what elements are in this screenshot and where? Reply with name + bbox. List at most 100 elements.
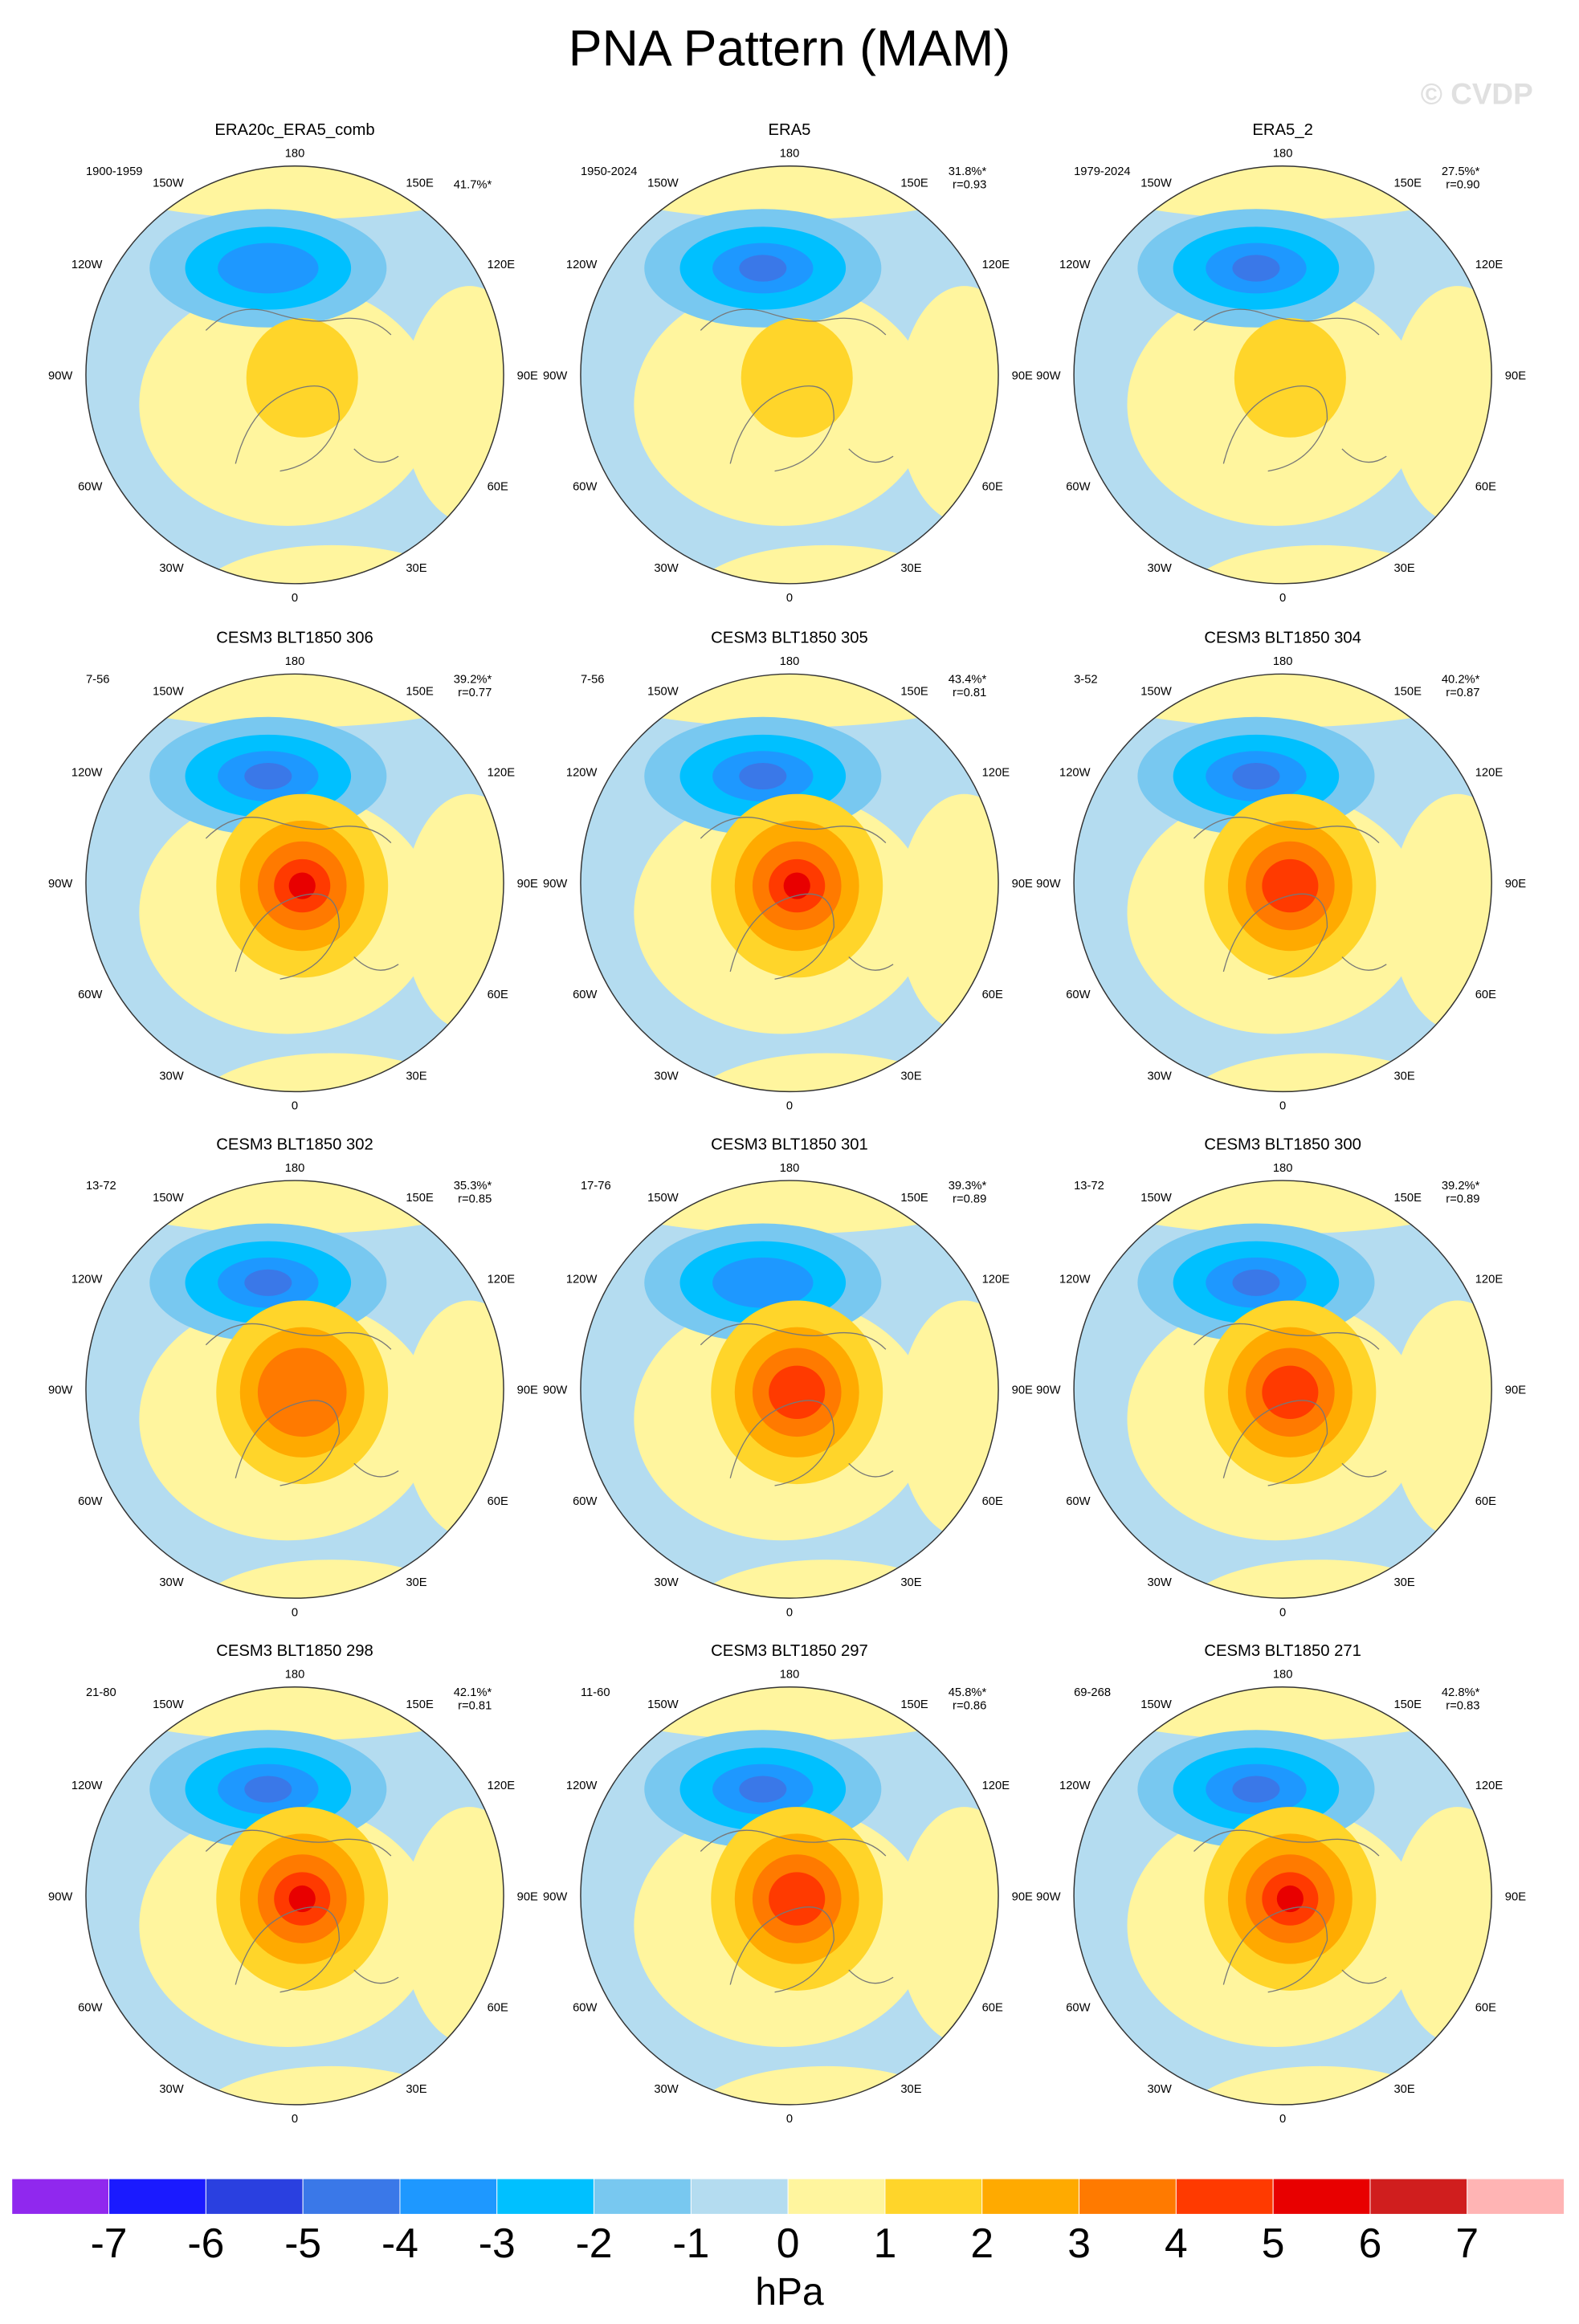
longitude-label: 150E [900, 177, 928, 190]
coastline [205, 817, 399, 980]
longitude-label: 60E [982, 2002, 1003, 2015]
longitude-label: 90W [48, 369, 72, 382]
longitude-label: 150E [1393, 685, 1422, 698]
longitude-label: 180 [780, 1162, 800, 1175]
longitude-label: 30E [900, 1576, 921, 1589]
colorbar-tick-label: -2 [576, 2220, 613, 2266]
panel-title: CESM3 BLT1850 305 [711, 630, 868, 647]
longitude-label: 150E [900, 1698, 928, 1711]
longitude-label: 60W [1066, 481, 1090, 494]
longitude-label: 180 [1273, 148, 1293, 161]
longitude-label: 150E [1393, 1192, 1422, 1205]
longitude-label: 90W [543, 369, 567, 382]
longitude-label: 60W [573, 2002, 597, 2015]
variance-label: 41.7%* [454, 178, 492, 191]
longitude-label: 120W [566, 767, 598, 780]
longitude-label: 0 [786, 592, 793, 605]
longitude-label: 90E [517, 1384, 538, 1397]
longitude-label: 60W [1066, 989, 1090, 1001]
longitude-label: 120E [982, 259, 1010, 271]
longitude-label: 30E [406, 1576, 426, 1589]
map-outline [85, 1686, 504, 2106]
colorbar-box [399, 2178, 498, 2215]
period-label: 3-52 [1074, 673, 1098, 686]
coastline [700, 1829, 894, 1993]
longitude-label: 30E [900, 1070, 921, 1082]
longitude-label: 60W [573, 481, 597, 494]
panel-title: ERA5_2 [1252, 121, 1312, 139]
map-outline [1073, 1180, 1492, 1599]
longitude-label: 150E [406, 177, 434, 190]
coastline [700, 817, 894, 980]
longitude-label: 30E [1393, 562, 1414, 575]
period-label: 1979-2024 [1074, 165, 1131, 178]
panel-title: CESM3 BLT1850 306 [216, 630, 373, 647]
longitude-label: 150W [1140, 1698, 1172, 1711]
longitude-label: 60E [1475, 2002, 1496, 2015]
longitude-label: 150W [647, 685, 679, 698]
longitude-label: 30E [406, 1070, 426, 1082]
map-outline [580, 1180, 999, 1599]
period-label: 1900-1959 [86, 165, 143, 178]
positive-contour [288, 872, 316, 899]
longitude-label: 150E [900, 1192, 928, 1205]
longitude-label: 120E [1475, 1273, 1504, 1286]
colorbar-box [1272, 2178, 1371, 2215]
colorbar-box [108, 2178, 206, 2215]
coastline [1193, 817, 1387, 980]
coastline [700, 1323, 894, 1486]
negative-contour [739, 255, 787, 282]
variance-label: 40.2%* [1442, 673, 1480, 686]
longitude-label: 60W [573, 989, 597, 1001]
variance-label: 27.5%* [1442, 165, 1480, 178]
variance-label: 43.4%* [949, 673, 987, 686]
colorbar-tick-label: 1 [874, 2220, 897, 2266]
longitude-label: 30W [1147, 562, 1171, 575]
longitude-label: 180 [780, 148, 800, 161]
negative-contour [244, 762, 292, 790]
longitude-label: 180 [285, 148, 305, 161]
period-label: 13-72 [1074, 1180, 1104, 1193]
longitude-label: 30W [1147, 1070, 1171, 1082]
colorbar-box [1467, 2178, 1565, 2215]
positive-contour [783, 872, 810, 899]
longitude-label: 90W [1036, 878, 1060, 891]
longitude-label: 30W [654, 2083, 678, 2096]
longitude-label: 60E [488, 2002, 508, 2015]
longitude-label: 120W [1059, 1780, 1091, 1792]
map-outline [85, 673, 504, 1093]
longitude-label: 120E [982, 1780, 1010, 1792]
panel-title: CESM3 BLT1850 298 [216, 1642, 373, 1660]
colorbar-box [1079, 2178, 1177, 2215]
colorbar-box [1369, 2178, 1468, 2215]
longitude-label: 120W [1059, 1273, 1091, 1286]
map-panel: 180 150E 120E 90E 60E 30E 0 30W 60W 90W 120W 150W CE… [543, 1135, 1033, 1619]
longitude-label: 90E [1012, 1890, 1033, 1903]
longitude-label: 180 [780, 1669, 800, 1682]
variance-label: 42.1%* [454, 1686, 492, 1699]
positive-region [685, 1053, 968, 1092]
variance-label: 39.2%* [1442, 1180, 1480, 1193]
longitude-label: 0 [292, 1100, 298, 1113]
longitude-label: 120W [566, 259, 598, 271]
positive-contour [288, 1885, 316, 1913]
map-outline [1073, 165, 1492, 585]
longitude-label: 150E [406, 1698, 434, 1711]
longitude-label: 30E [1393, 1576, 1414, 1589]
longitude-label: 0 [786, 2113, 793, 2126]
negative-contour [739, 762, 787, 790]
correlation-label: r=0.83 [1446, 1699, 1479, 1712]
longitude-label: 60E [488, 481, 508, 494]
colorbar-tick-label: -4 [381, 2220, 418, 2266]
negative-contour [1232, 1269, 1280, 1296]
colorbar-box [302, 2178, 401, 2215]
longitude-label: 60E [1475, 481, 1496, 494]
panel-title: CESM3 BLT1850 300 [1204, 1135, 1361, 1153]
variance-label: 31.8%* [949, 165, 987, 178]
negative-contour [712, 1257, 814, 1308]
longitude-label: 180 [285, 1162, 305, 1175]
positive-contour [1234, 318, 1346, 438]
longitude-label: 30W [1147, 1576, 1171, 1589]
longitude-label: 90E [1505, 369, 1526, 382]
longitude-label: 150W [1140, 1192, 1172, 1205]
